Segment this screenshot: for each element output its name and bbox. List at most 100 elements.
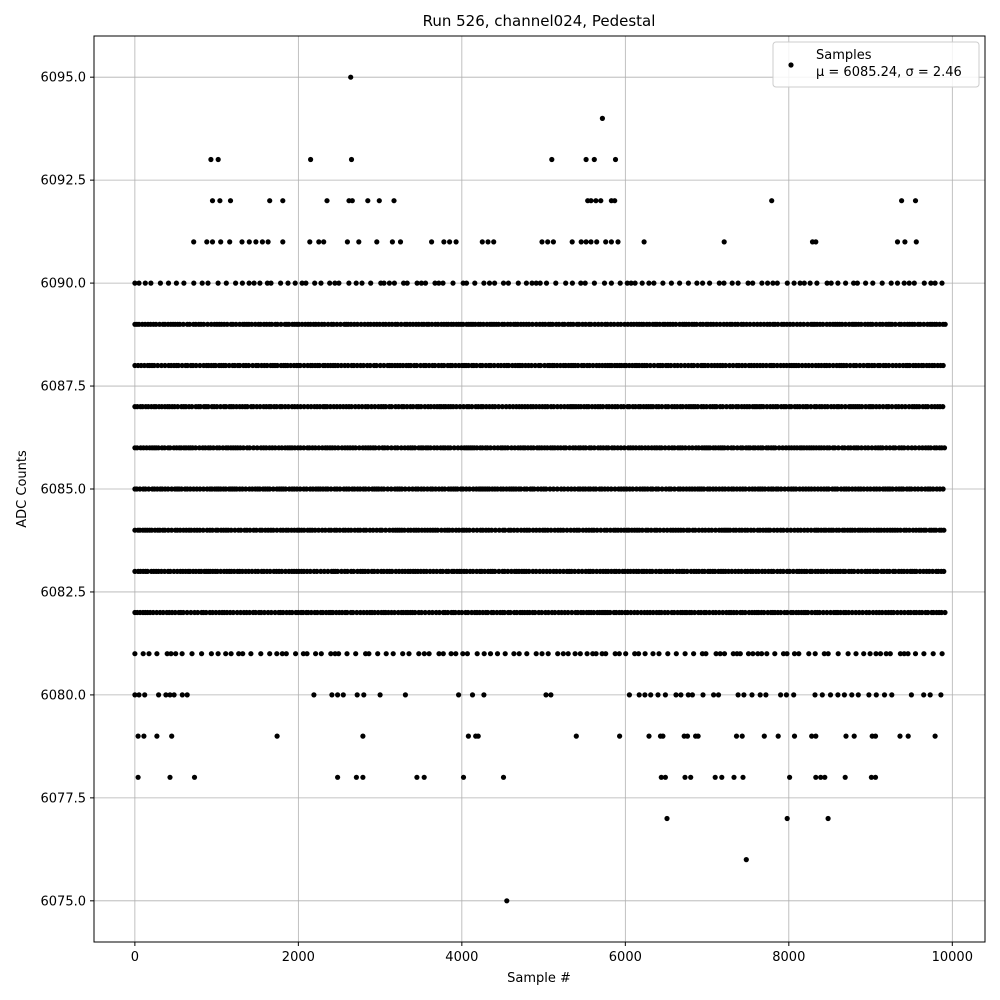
data-point [268,280,274,286]
data-point [537,280,543,286]
data-point [705,362,711,369]
data-point [500,774,507,780]
data-point [250,445,257,451]
data-point [429,609,435,616]
data-point [807,280,813,286]
data-point [368,280,374,286]
data-point [928,445,934,451]
data-point [532,609,538,616]
data-point [316,527,322,533]
data-point [659,486,665,492]
data-point [590,362,596,369]
data-point [577,651,583,657]
data-point [318,280,324,286]
data-point [939,280,945,286]
data-point [561,321,568,327]
data-point [204,239,210,245]
data-point [414,362,420,369]
data-point [354,321,360,327]
data-point [769,198,775,204]
data-point [764,651,770,657]
data-point [154,651,160,657]
data-point [872,774,879,780]
data-point [307,239,313,245]
data-point [733,733,740,739]
data-point [146,486,152,492]
data-point [901,609,908,616]
data-point [621,445,628,451]
data-point [870,280,876,286]
data-point [717,651,723,657]
data-point [445,568,451,575]
data-point [855,692,861,698]
data-point [465,733,471,739]
y-tick-label: 6080.0 [41,688,87,703]
data-point [436,280,442,286]
data-point [285,280,291,286]
data-point [270,486,276,492]
data-point [556,321,562,327]
data-point [692,609,698,616]
data-point [603,651,609,657]
data-point [817,609,823,616]
data-point [328,486,334,492]
data-point [227,239,233,245]
data-point [921,692,927,698]
data-point [487,651,494,657]
data-point [887,651,893,657]
data-point [191,774,198,780]
data-point [162,445,168,451]
data-point [516,651,522,657]
data-point [723,404,730,410]
data-point [261,609,267,616]
data-point [876,404,883,410]
data-point [603,239,609,245]
data-point [142,692,148,698]
data-point [821,651,827,657]
data-point [825,815,831,822]
data-point [843,733,849,739]
x-tick-label: 0 [131,950,139,965]
data-point [572,651,578,657]
data-point [459,609,465,616]
data-point [136,692,142,698]
data-point [565,609,571,616]
data-point [941,568,947,575]
data-point [453,651,459,657]
data-point [487,445,494,451]
data-point [787,568,793,575]
data-point [171,692,177,698]
data-point [550,239,557,245]
data-point [731,774,737,780]
data-point [481,692,487,698]
data-point [859,404,865,410]
data-point [496,321,502,327]
data-point [578,239,584,245]
data-point [496,527,502,533]
data-point [412,609,418,616]
data-point [543,280,550,286]
data-point [293,651,299,657]
data-point [360,774,366,780]
data-point [485,239,491,245]
data-point [300,651,306,657]
data-point [201,321,207,327]
data-point [919,486,925,492]
data-point [820,321,826,327]
data-point [770,280,776,286]
data-point [583,239,589,245]
data-point [251,280,257,286]
data-point [655,692,661,698]
data-point [938,692,944,698]
data-point [205,404,211,410]
data-point [383,404,389,410]
data-point [274,362,280,369]
data-point [791,651,798,657]
data-point [761,733,767,739]
data-point [215,156,221,163]
data-point [716,280,722,286]
data-point [797,280,803,286]
data-point [524,486,530,492]
data-point [875,568,881,575]
data-point [941,445,948,451]
